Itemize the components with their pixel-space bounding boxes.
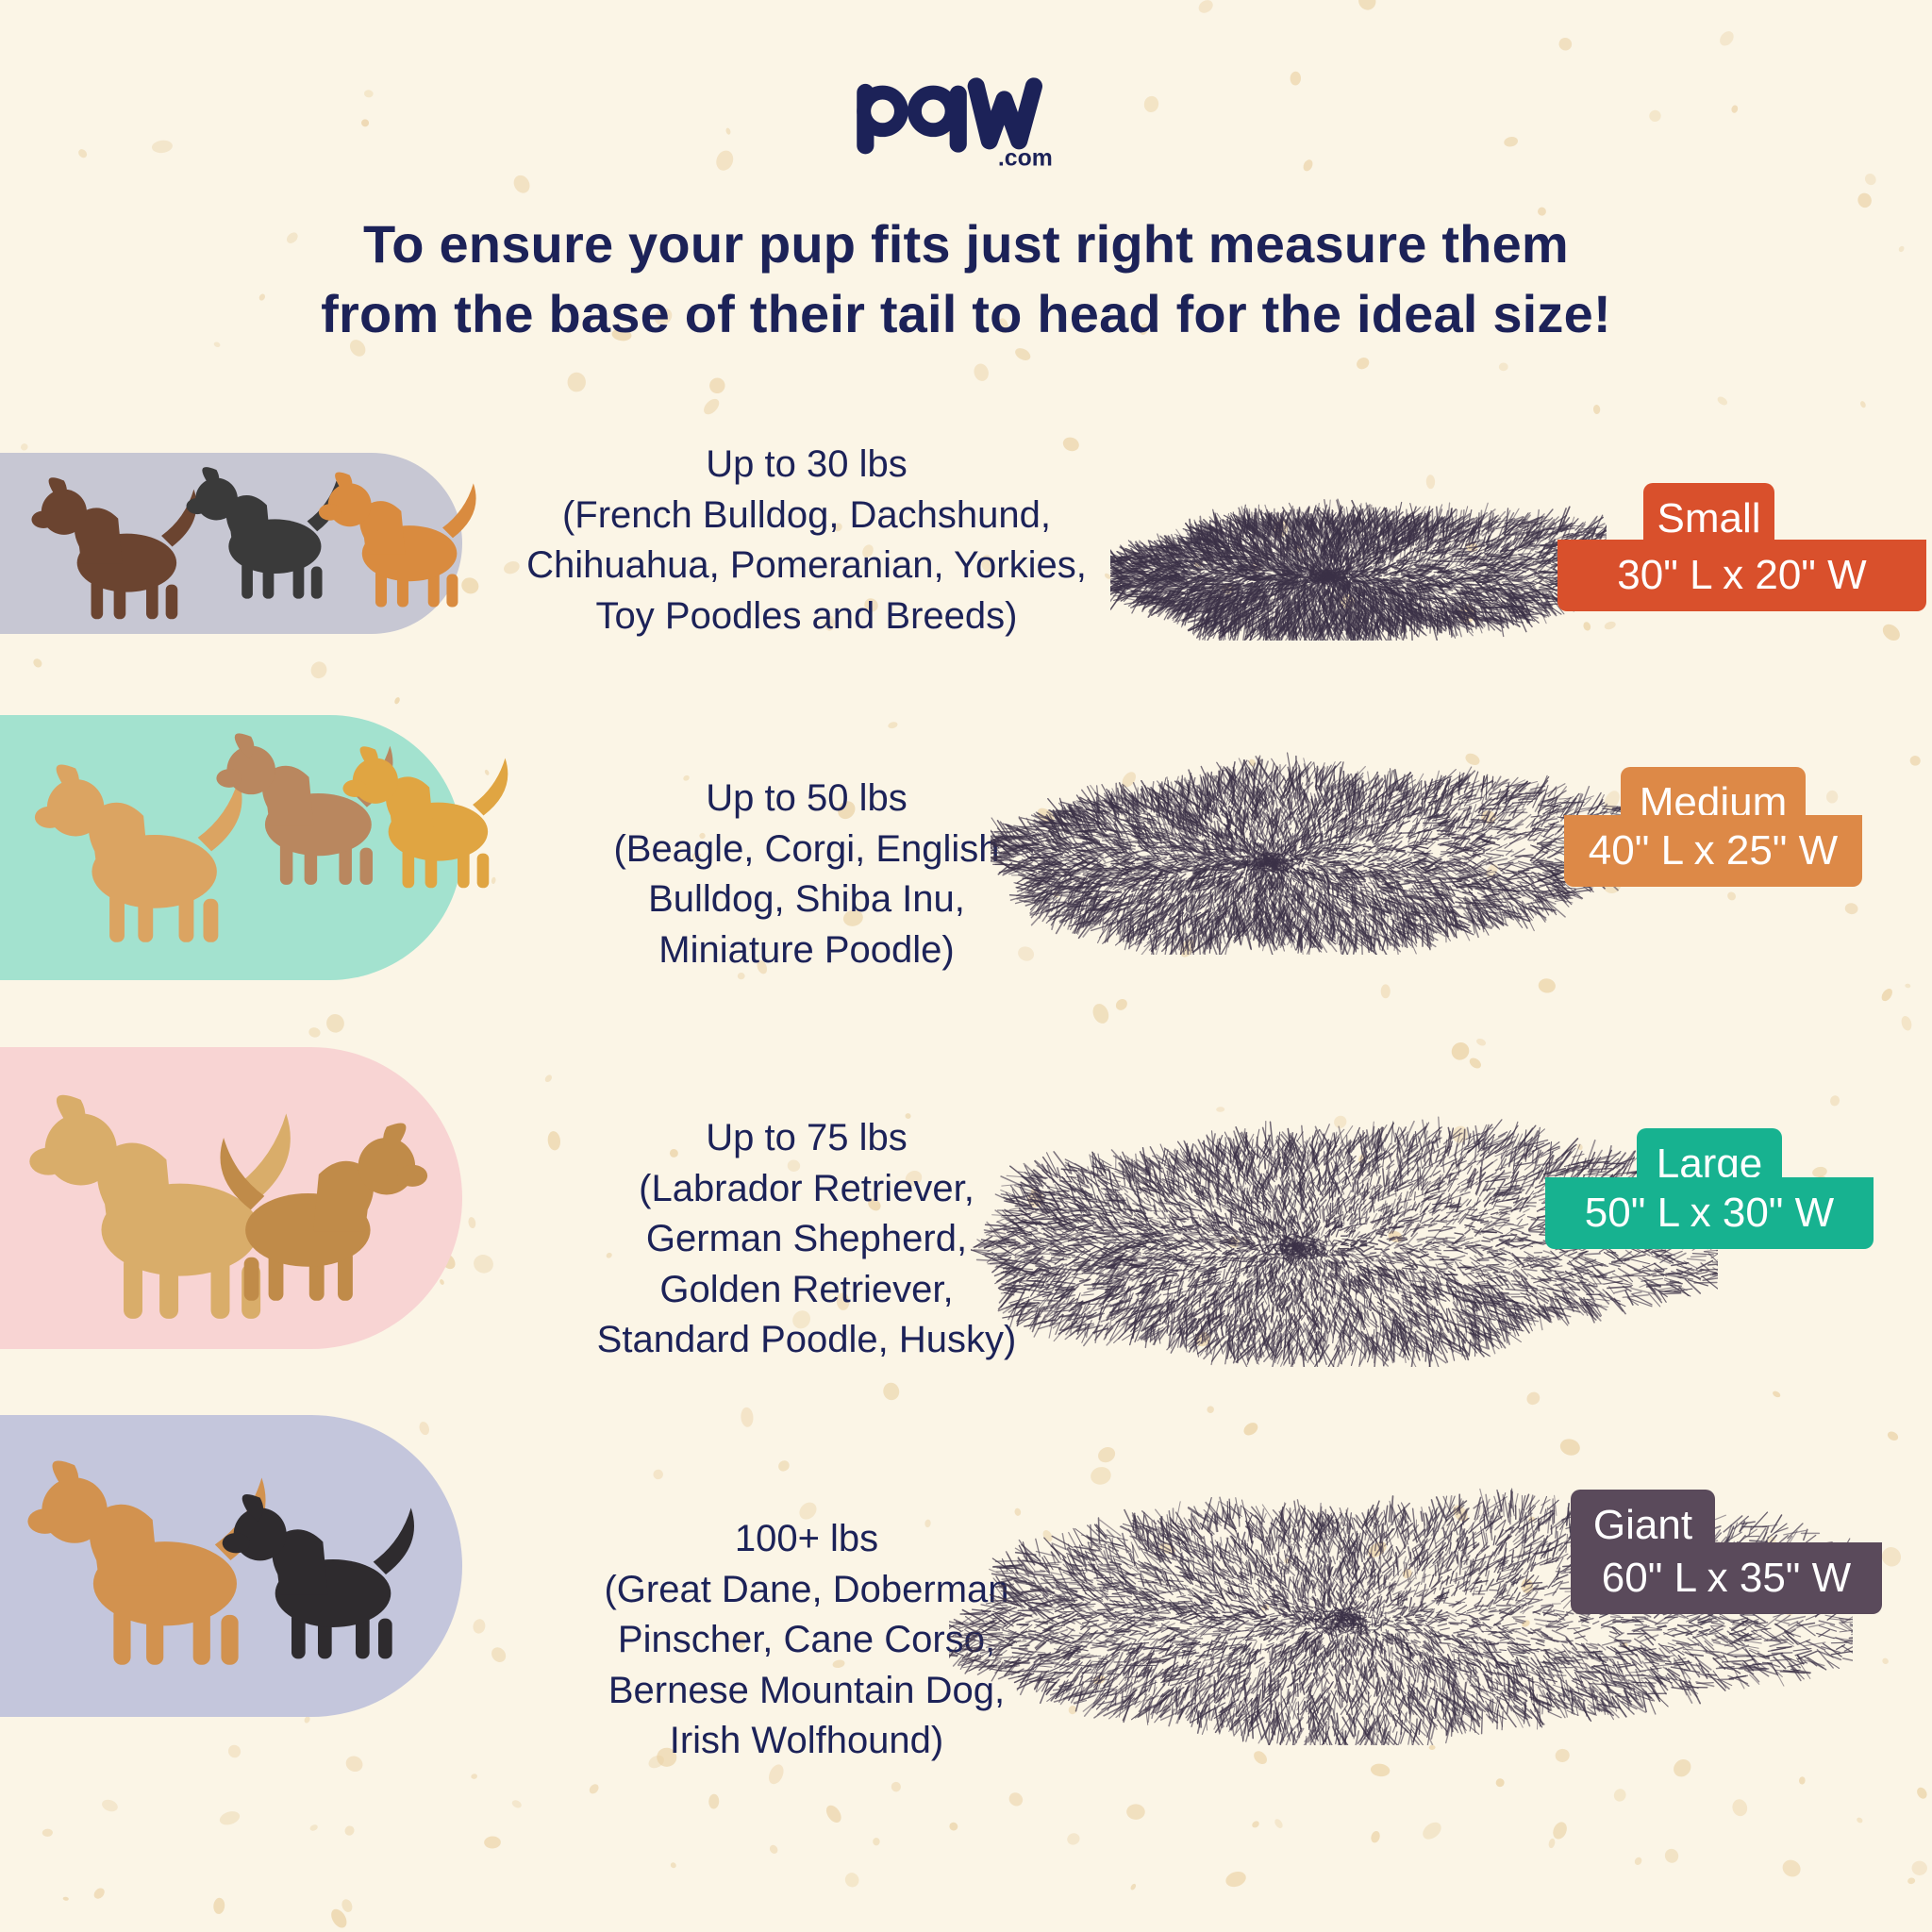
svg-text:.com: .com: [998, 146, 1053, 172]
